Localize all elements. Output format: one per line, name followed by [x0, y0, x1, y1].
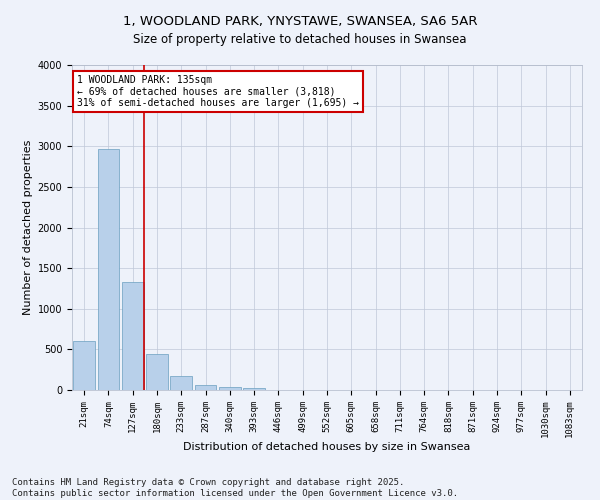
Text: 1, WOODLAND PARK, YNYSTAWE, SWANSEA, SA6 5AR: 1, WOODLAND PARK, YNYSTAWE, SWANSEA, SA6… [123, 15, 477, 28]
Text: Size of property relative to detached houses in Swansea: Size of property relative to detached ho… [133, 32, 467, 46]
Bar [146, 354, 168, 390]
Text: Contains HM Land Registry data © Crown copyright and database right 2025.
Contai: Contains HM Land Registry data © Crown c… [12, 478, 458, 498]
Text: 1 WOODLAND PARK: 135sqm
← 69% of detached houses are smaller (3,818)
31% of semi: 1 WOODLAND PARK: 135sqm ← 69% of detache… [77, 74, 359, 108]
Bar [73, 341, 95, 390]
Y-axis label: Number of detached properties: Number of detached properties [23, 140, 34, 315]
Bar [243, 388, 265, 390]
X-axis label: Distribution of detached houses by size in Swansea: Distribution of detached houses by size … [184, 442, 470, 452]
Bar [122, 282, 143, 390]
Bar [97, 148, 119, 390]
Bar [194, 384, 217, 390]
Bar [170, 376, 192, 390]
Bar [219, 387, 241, 390]
